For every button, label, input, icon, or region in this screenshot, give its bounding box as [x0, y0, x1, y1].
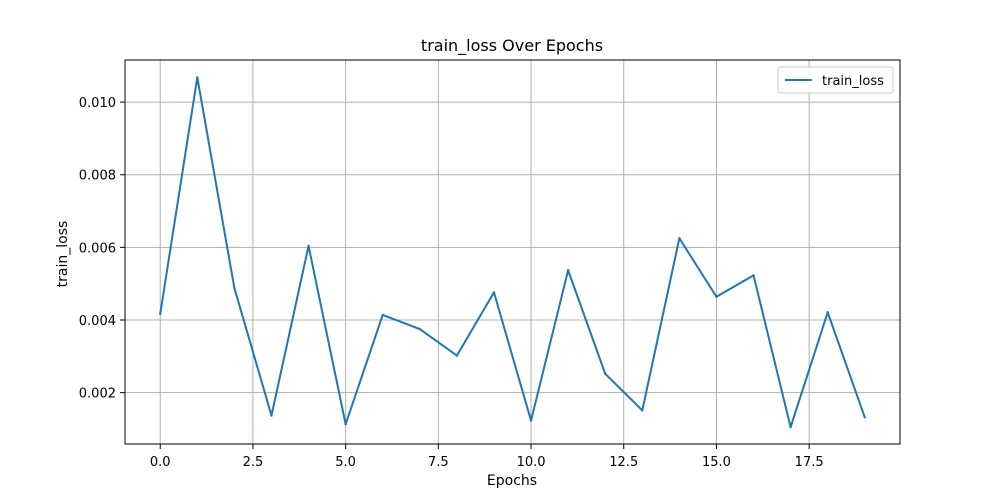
y-tick-label: 0.010: [79, 96, 116, 111]
legend-box: [777, 66, 894, 94]
x-tick-label: 2.5: [243, 455, 264, 470]
x-tick-label: 12.5: [609, 455, 638, 470]
y-tick-label: 0.006: [79, 241, 116, 256]
y-tick-label: 0.004: [79, 314, 116, 329]
data-point: [492, 291, 496, 294]
legend-entry-train-loss: train_loss: [822, 74, 884, 89]
data-point: [641, 409, 644, 412]
data-point: [196, 76, 199, 79]
x-axis-label: Epochs: [487, 473, 537, 489]
data-point: [863, 416, 866, 419]
data-point: [789, 425, 792, 429]
series-line-train-loss: [159, 76, 866, 429]
x-tick-label: 0.0: [150, 455, 171, 470]
series-layer: [159, 76, 866, 429]
y-tick-label: 0.008: [79, 169, 116, 184]
y-axis-ticks: 0.002 0.004 0.006 0.008 0.010: [79, 96, 125, 402]
data-point: [159, 312, 162, 316]
data-point: [381, 313, 384, 317]
chart-title: train_loss Over Epochs: [421, 36, 603, 56]
grid: [125, 60, 900, 444]
x-axis-ticks: 0.0 2.5 5.0 7.5 10.0 12.5 15.0 17.5: [150, 444, 824, 470]
x-tick-label: 17.5: [795, 455, 824, 470]
x-tick-label: 5.0: [335, 455, 356, 470]
data-point: [233, 286, 236, 290]
data-point: [752, 274, 755, 277]
data-point: [455, 354, 459, 357]
y-axis-label: train_loss: [55, 221, 71, 288]
x-tick-label: 15.0: [702, 455, 731, 470]
x-tick-label: 10.0: [517, 455, 546, 470]
data-point: [715, 295, 718, 298]
data-point: [307, 244, 310, 248]
data-point: [344, 423, 347, 426]
data-point: [826, 311, 829, 314]
legend: train_loss: [777, 66, 894, 94]
data-point: [270, 414, 273, 417]
plot-area-frame: [124, 59, 901, 445]
data-point: [604, 372, 607, 375]
data-point: [678, 237, 681, 240]
x-tick-label: 7.5: [428, 455, 449, 470]
data-point: [418, 327, 421, 331]
data-point: [566, 269, 570, 272]
data-point: [529, 419, 533, 422]
y-tick-label: 0.002: [79, 387, 116, 402]
